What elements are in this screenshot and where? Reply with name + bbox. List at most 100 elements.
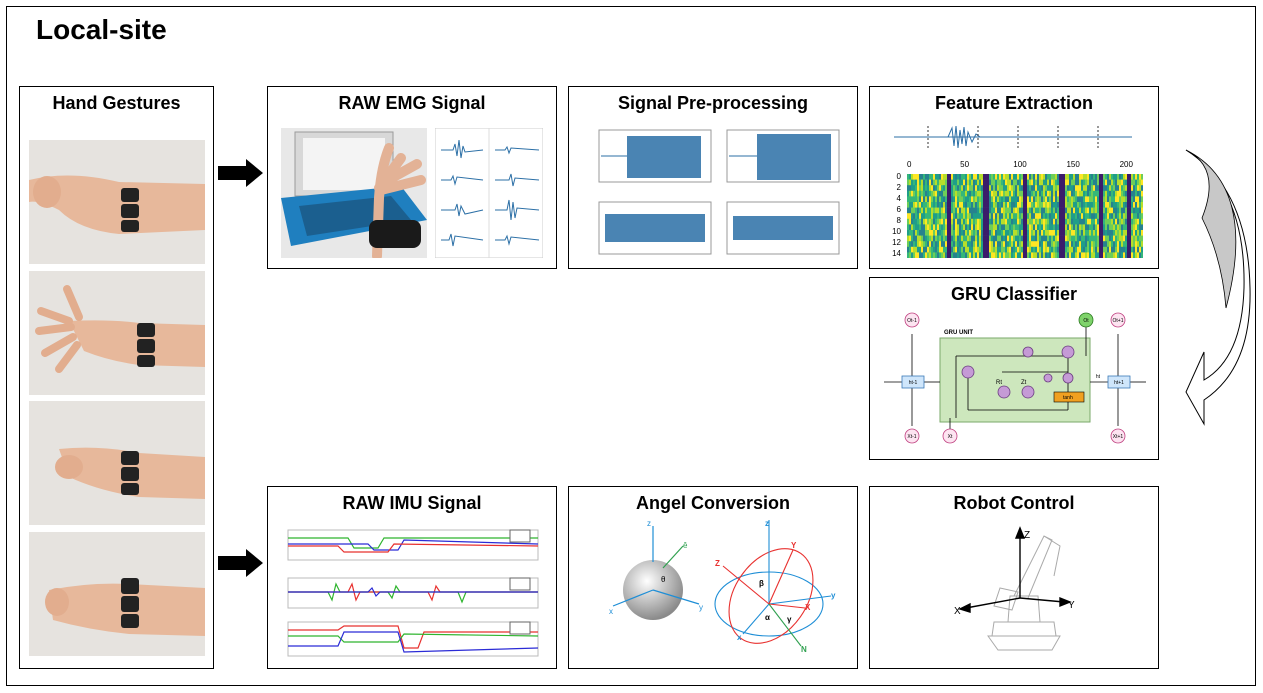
heatmap-cell bbox=[1001, 202, 1004, 208]
heatmap-cell bbox=[1115, 252, 1118, 258]
heatmap-cell bbox=[1053, 246, 1056, 253]
heatmap-cell bbox=[1091, 190, 1094, 197]
heatmap-cell bbox=[1025, 185, 1028, 192]
heatmap-cell bbox=[931, 241, 934, 248]
heatmap-cell bbox=[1051, 196, 1054, 203]
heatmap-cell bbox=[967, 196, 970, 203]
heatmap-cell bbox=[987, 179, 990, 186]
heatmap-cell bbox=[1095, 252, 1098, 258]
heatmap-cell bbox=[1091, 246, 1094, 253]
heatmap-cell bbox=[1133, 185, 1136, 192]
heatmap-cell bbox=[1077, 252, 1080, 258]
heatmap-cell bbox=[1081, 202, 1084, 208]
heatmap-cell bbox=[981, 185, 984, 192]
gru-gate-sigma2 bbox=[1021, 385, 1035, 399]
heatmap-cell bbox=[997, 179, 1000, 186]
heatmap-cell bbox=[1085, 218, 1088, 225]
heatmap-cell bbox=[1023, 218, 1026, 225]
heatmap-cell bbox=[1001, 185, 1004, 192]
heatmap-cell bbox=[921, 235, 924, 242]
heatmap-cell bbox=[965, 207, 968, 214]
heatmap-cell bbox=[1085, 202, 1088, 208]
heatmap-cell bbox=[1003, 179, 1006, 186]
heatmap-cell bbox=[1017, 241, 1020, 248]
heatmap-cell bbox=[1063, 246, 1066, 253]
heatmap-cell bbox=[1007, 179, 1010, 186]
heatmap-cell bbox=[1117, 207, 1120, 214]
heatmap-cell bbox=[1091, 207, 1094, 214]
heatmap-cell bbox=[1087, 174, 1090, 180]
heatmap-cell bbox=[993, 196, 996, 203]
heatmap-cell bbox=[1053, 202, 1056, 208]
heatmap-cell bbox=[1123, 213, 1126, 220]
heatmap-cell bbox=[943, 252, 946, 258]
heatmap-cell bbox=[1061, 207, 1064, 214]
heatmap-cell bbox=[1083, 252, 1086, 258]
heatmap-cell bbox=[957, 185, 960, 192]
heatmap-cell bbox=[1053, 230, 1056, 236]
heatmap-cell bbox=[995, 196, 998, 203]
heatmap-cell bbox=[1105, 218, 1108, 225]
heatmap-cell bbox=[1043, 202, 1046, 208]
heatmap-cell bbox=[967, 224, 970, 231]
heatmap-cell bbox=[1137, 179, 1140, 186]
heatmap-cell bbox=[983, 218, 986, 225]
heatmap-cell bbox=[1121, 230, 1124, 236]
heatmap-cell bbox=[1041, 207, 1044, 214]
heatmap-cell bbox=[999, 218, 1002, 225]
heatmap-cell bbox=[1111, 252, 1114, 258]
heatmap-cell bbox=[1125, 230, 1128, 236]
heatmap-cell bbox=[949, 235, 952, 242]
heatmap-cell bbox=[1121, 241, 1124, 248]
heatmap-cell bbox=[1031, 230, 1034, 236]
heatmap-cell bbox=[1111, 235, 1114, 242]
heatmap-cell bbox=[1079, 241, 1082, 248]
heatmap-cell bbox=[957, 235, 960, 242]
heatmap-cell bbox=[915, 218, 918, 225]
heatmap-cell bbox=[1039, 235, 1042, 242]
heatmap-cell bbox=[1125, 185, 1128, 192]
heatmap-cell bbox=[985, 174, 988, 180]
heatmap-cell bbox=[1125, 252, 1128, 258]
heatmap-cell bbox=[1073, 218, 1076, 225]
heatmap-cell bbox=[1031, 202, 1034, 208]
heatmap-cell bbox=[1139, 218, 1142, 225]
heatmap-cell bbox=[1007, 207, 1010, 214]
heatmap-cell bbox=[1045, 230, 1048, 236]
heatmap-cell bbox=[1081, 230, 1084, 236]
heatmap-cell bbox=[907, 185, 910, 192]
heatmap-cell bbox=[951, 174, 954, 180]
heatmap-cell bbox=[1139, 235, 1142, 242]
heatmap-cell bbox=[1131, 235, 1134, 242]
heatmap-cell bbox=[1045, 174, 1048, 180]
heatmap-cell bbox=[923, 190, 926, 197]
heatmap-cell bbox=[1103, 190, 1106, 197]
heatmap-cell bbox=[1107, 190, 1110, 197]
angle-diagram: z x y θ ê z y x Z Y X N β α γ bbox=[609, 519, 836, 654]
heatmap-cell bbox=[1063, 174, 1066, 180]
heatmap-cell bbox=[1011, 252, 1014, 258]
heatmap-cell bbox=[917, 224, 920, 231]
heatmap-cell bbox=[1021, 202, 1024, 208]
heatmap-cell bbox=[1035, 207, 1038, 214]
heatmap-cell bbox=[1077, 190, 1080, 197]
heatmap-cell bbox=[1089, 179, 1092, 186]
heatmap-cell bbox=[1073, 235, 1076, 242]
heatmap-cell bbox=[943, 246, 946, 253]
heatmap-cell bbox=[953, 196, 956, 203]
heatmap-cell bbox=[945, 224, 948, 231]
heatmap-cell bbox=[953, 202, 956, 208]
heatmap-cell bbox=[909, 196, 912, 203]
heatmap-cell bbox=[1067, 235, 1070, 242]
heatmap-cell bbox=[969, 224, 972, 231]
heatmap-cell bbox=[1041, 218, 1044, 225]
heatmap-cell bbox=[931, 196, 934, 203]
heatmap-cell bbox=[971, 246, 974, 253]
heatmap-cell bbox=[923, 179, 926, 186]
heatmap-cell bbox=[951, 207, 954, 214]
heatmap-cell bbox=[1079, 202, 1082, 208]
heatmap-cell bbox=[999, 174, 1002, 180]
heatmap-cell bbox=[1027, 190, 1030, 197]
heatmap-cell bbox=[1135, 224, 1138, 231]
heatmap-cell bbox=[993, 202, 996, 208]
